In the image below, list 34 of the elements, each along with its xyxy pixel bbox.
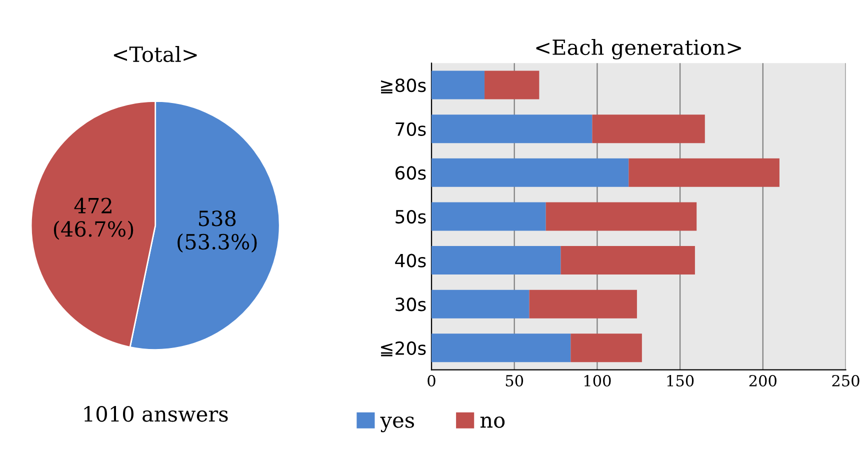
x-tick-label: 150	[667, 374, 694, 387]
data-label: 538 (53.3%)	[178, 210, 257, 253]
bar	[529, 290, 637, 318]
y-tick-label: 60s	[396, 166, 426, 180]
bar	[560, 246, 695, 275]
y-tick-label: 70s	[396, 122, 426, 136]
x-tick-label: 50	[506, 374, 524, 387]
y-tick-label: 50s	[396, 210, 426, 224]
legend-label: no	[480, 416, 505, 428]
bar	[546, 202, 697, 231]
x-tick-label: 250	[832, 374, 860, 387]
x-tick-label: 100	[584, 374, 611, 387]
bar	[432, 114, 592, 144]
chart-title: <Each generation>	[536, 38, 741, 60]
bar	[432, 290, 530, 318]
y-tick-label: 40s	[395, 254, 426, 268]
bar	[484, 70, 540, 100]
bar	[570, 334, 642, 362]
legend-label: yes	[380, 416, 414, 432]
bar	[432, 334, 571, 362]
bar	[432, 202, 546, 231]
chart-title: <Total>	[114, 46, 197, 62]
data-label: 472 (46.7%)	[54, 198, 134, 240]
y-tick-label: ≧80s	[381, 78, 426, 94]
bar	[592, 114, 705, 144]
bar	[432, 246, 561, 275]
x-tick-label: 200	[749, 374, 776, 387]
bar	[432, 70, 485, 100]
x-tick-label: 0	[428, 374, 436, 387]
y-tick-label: ≦20s	[381, 341, 426, 356]
y-tick-label: 30s	[396, 298, 426, 312]
bar	[628, 158, 780, 187]
bar	[432, 158, 629, 187]
text: 1010 answers	[84, 406, 228, 422]
